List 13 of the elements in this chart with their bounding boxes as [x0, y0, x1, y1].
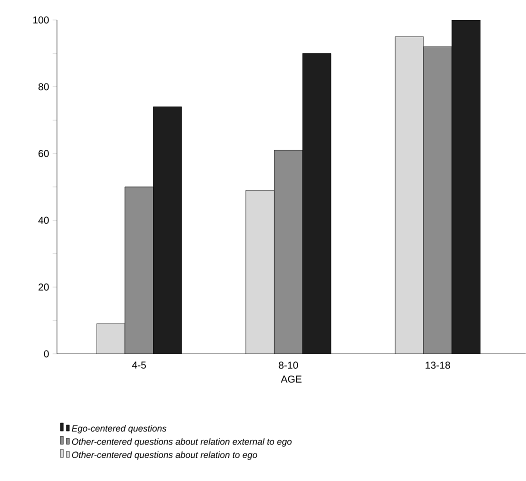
legend-label: Other-centered questions about relation external to ego: [72, 438, 292, 447]
x-tick-label: 8-10: [278, 362, 298, 369]
y-tick-label: 0: [44, 350, 49, 358]
x-tick-label: 4-5: [132, 362, 146, 369]
legend-label: Ego-centered questions: [72, 425, 166, 434]
x-tick-label: 13-18: [426, 362, 450, 369]
legend-label: Other-centered questions about relation to ego: [72, 452, 258, 460]
y-tick-label: 80: [38, 83, 49, 90]
x-axis-title: AGE: [280, 376, 302, 383]
y-tick-label: 20: [38, 284, 49, 291]
y-tick-label: 100: [33, 16, 49, 24]
y-tick-label: 40: [38, 216, 49, 224]
y-tick-label: 60: [38, 150, 49, 158]
